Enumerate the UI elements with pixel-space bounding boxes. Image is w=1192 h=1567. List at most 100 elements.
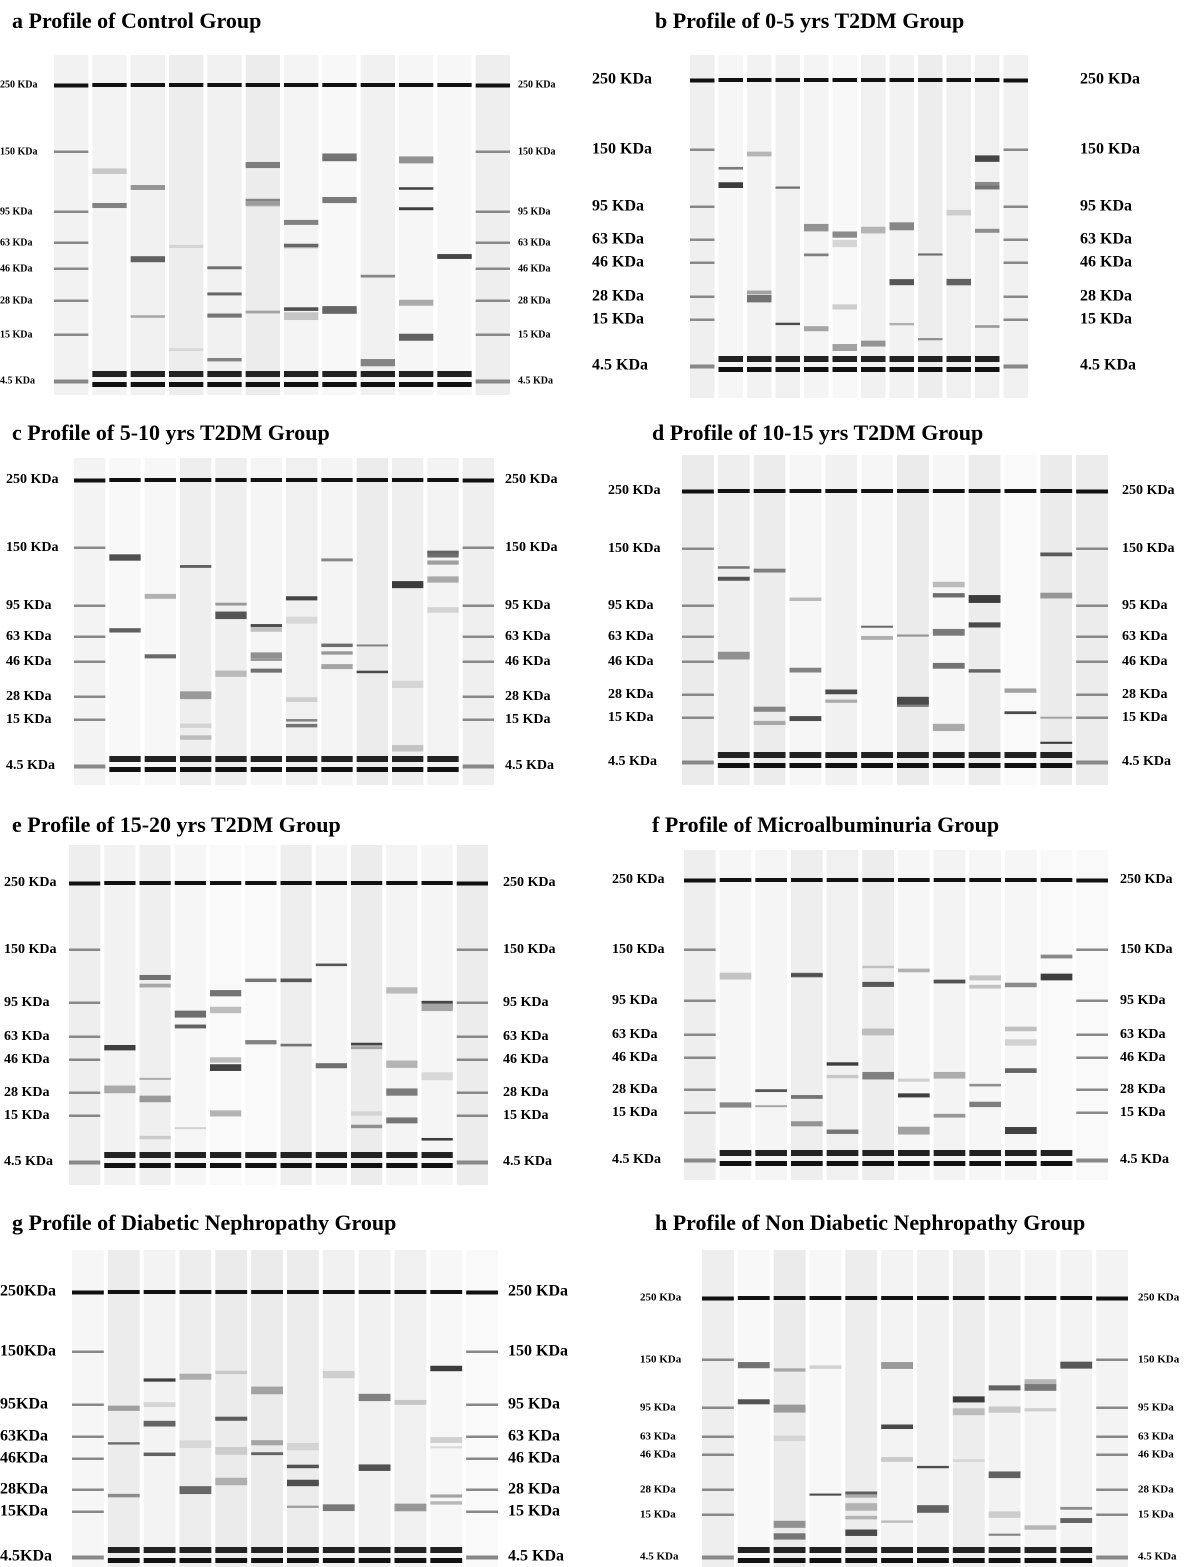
band: [825, 690, 857, 695]
band: [140, 1096, 171, 1103]
marker-label: 95 KDa: [1120, 993, 1166, 1008]
band: [969, 1102, 1001, 1107]
band: [286, 617, 317, 624]
marker-label: 46 KDa: [4, 1052, 50, 1067]
band: [917, 1558, 949, 1563]
band: [361, 275, 395, 278]
band: [357, 478, 388, 482]
band: [215, 1558, 247, 1563]
band: [810, 1365, 842, 1368]
band: [361, 83, 395, 87]
ladder-band: [690, 365, 715, 369]
ladder-band: [54, 268, 88, 271]
band: [776, 356, 801, 362]
band: [246, 199, 280, 202]
band: [251, 478, 282, 482]
band: [790, 716, 822, 721]
band: [430, 1494, 462, 1497]
band: [286, 596, 317, 600]
marker-label: 15 KDa: [1120, 1105, 1166, 1120]
band: [1005, 1127, 1037, 1134]
band: [145, 654, 176, 658]
ladder-band: [684, 879, 716, 883]
ladder-band: [1076, 879, 1108, 883]
lane: [287, 1250, 319, 1567]
band: [825, 489, 857, 493]
lane: [54, 55, 88, 395]
band: [755, 1105, 787, 1107]
band: [861, 626, 893, 628]
band: [175, 881, 206, 885]
band: [1005, 1150, 1037, 1156]
band: [180, 1558, 212, 1563]
lane: [476, 55, 510, 395]
band: [284, 220, 318, 225]
band: [881, 1520, 913, 1522]
band: [804, 367, 829, 372]
band: [790, 598, 822, 602]
lane: [719, 55, 744, 398]
band: [755, 1089, 787, 1092]
marker-label: 95 KDa: [505, 598, 551, 613]
marker-label: 63 KDa: [518, 237, 551, 248]
marker-label: 15 KDa: [518, 329, 551, 340]
band: [351, 1046, 382, 1049]
ladder-band: [682, 548, 714, 551]
band: [969, 595, 1001, 603]
marker-label: 250 KDa: [6, 472, 59, 487]
panel-title: f Profile of Microalbuminuria Group: [652, 812, 999, 837]
band: [361, 359, 395, 366]
band: [321, 664, 352, 669]
lane: [72, 1250, 104, 1567]
band: [286, 756, 317, 762]
band: [934, 1114, 966, 1118]
ladder-band: [1004, 296, 1029, 299]
band: [953, 1296, 985, 1300]
band: [144, 1378, 176, 1381]
band: [351, 1111, 382, 1115]
band: [427, 551, 458, 554]
band: [399, 207, 433, 210]
marker-label: 95 KDa: [612, 993, 658, 1008]
band: [140, 975, 171, 980]
lane: [463, 458, 494, 785]
band: [1040, 717, 1072, 719]
band: [145, 767, 176, 772]
ladder-band: [54, 151, 88, 154]
marker-label: 15 KDa: [592, 311, 644, 328]
ladder-band: [69, 1036, 100, 1039]
band: [357, 671, 388, 674]
lane: [359, 1250, 391, 1567]
ladder-band: [463, 479, 494, 483]
lane: [251, 458, 282, 785]
ladder-band: [1076, 636, 1108, 639]
band: [791, 878, 823, 882]
band: [969, 669, 1001, 672]
marker-label: 46 KDa: [1138, 1449, 1174, 1461]
band: [774, 1521, 806, 1528]
band: [286, 697, 317, 702]
band: [881, 1547, 913, 1553]
band: [321, 767, 352, 772]
band: [1025, 1525, 1057, 1529]
marker-label: 63 KDa: [6, 629, 52, 644]
band: [845, 1558, 877, 1563]
band: [251, 1440, 283, 1445]
band: [316, 1163, 347, 1168]
marker-label: 28 KDa: [1138, 1484, 1174, 1496]
lane: [281, 845, 312, 1185]
band: [827, 1161, 859, 1166]
band: [917, 1296, 949, 1300]
band: [140, 1078, 171, 1080]
band: [845, 1491, 877, 1494]
band: [169, 382, 203, 387]
ladder-band: [69, 1115, 100, 1118]
marker-label: 4.5 KDa: [503, 1154, 552, 1169]
marker-label: 4.5 KDa: [6, 758, 55, 773]
band: [747, 152, 772, 157]
band: [827, 878, 859, 882]
ladder-band: [684, 949, 716, 952]
panel-title: c Profile of 5-10 yrs T2DM Group: [12, 420, 330, 445]
band: [1025, 1408, 1057, 1411]
ladder-band: [74, 479, 105, 483]
